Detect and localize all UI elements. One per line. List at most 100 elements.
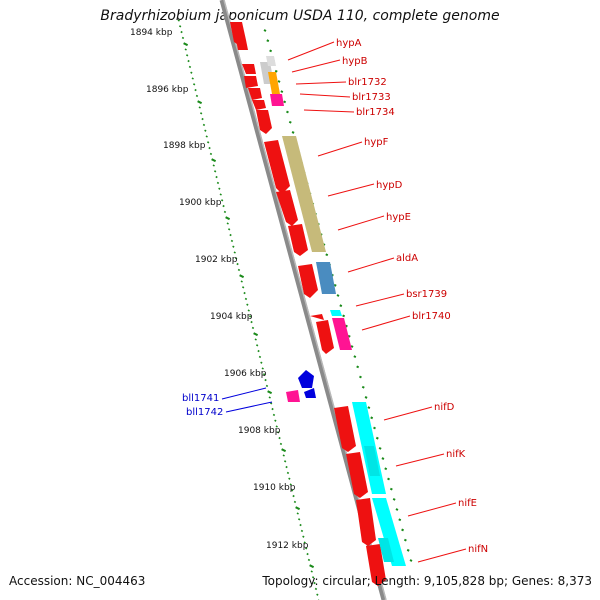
gene-label-hypA: hypA	[336, 38, 362, 49]
tick-mark	[233, 251, 236, 254]
gene-label-bll1742: bll1742	[186, 407, 223, 418]
leader-line	[225, 401, 273, 413]
tick-mark	[261, 367, 264, 370]
gene-label-hypD: hypD	[376, 180, 403, 191]
tick-mark	[206, 141, 210, 144]
tick-mark	[292, 494, 295, 498]
tick-mark	[271, 407, 274, 411]
tick-mark	[185, 54, 189, 57]
leader-line	[417, 548, 467, 563]
track-mark	[274, 69, 278, 73]
tick-mark	[195, 94, 199, 98]
tick-mark	[276, 431, 280, 434]
tick-mark	[181, 36, 185, 40]
gene-label-hypE: hypE	[386, 212, 411, 223]
gene-label-nifE: nifE	[458, 498, 477, 509]
track-mark	[347, 334, 351, 338]
track-mark	[277, 80, 281, 83]
tick-mark	[184, 48, 187, 51]
cds-arrow	[256, 110, 272, 134]
track-mark	[336, 294, 340, 297]
tick-mark	[219, 193, 222, 196]
cds-arrow	[276, 190, 298, 226]
leader-line	[395, 453, 445, 467]
kbp-label: 1904 kbp	[210, 312, 253, 322]
tick-mark	[190, 71, 193, 74]
gene-label-blr1740: blr1740	[412, 311, 451, 322]
track-mark	[291, 131, 295, 134]
gene-label-hypF: hypF	[364, 137, 389, 148]
map-title: Bradyrhizobium japonicum USDA 110, compl…	[100, 8, 500, 24]
tick-mark	[223, 210, 227, 214]
leader-line	[327, 183, 375, 197]
leader-line	[317, 141, 363, 157]
cds-arrow	[316, 320, 334, 354]
tick-mark	[236, 262, 239, 266]
tick-mark	[222, 204, 225, 208]
track-mark	[339, 304, 343, 308]
tick-mark	[300, 529, 304, 533]
tick-mark	[198, 106, 201, 109]
cds-arrow-reverse	[304, 388, 316, 398]
leader-line	[337, 215, 385, 231]
tick-mark	[192, 83, 196, 86]
cds-arrow	[366, 544, 386, 586]
cds-block	[372, 498, 406, 566]
kbp-label: 1894 kbp	[130, 28, 173, 38]
tick-mark	[296, 512, 299, 515]
tick-mark	[180, 30, 183, 34]
cds-block	[378, 538, 394, 562]
tick-mark	[278, 436, 281, 440]
track-mark	[381, 457, 385, 460]
tick-mark	[268, 396, 271, 399]
tick-mark	[311, 576, 315, 579]
track-mark	[359, 375, 362, 379]
cds-block	[270, 94, 284, 106]
tick-mark	[201, 117, 204, 121]
tick-mark	[225, 216, 231, 221]
track-mark	[350, 345, 354, 348]
gene-label-nifK: nifK	[446, 449, 466, 460]
cds-block	[332, 318, 352, 350]
cds-arrow	[356, 498, 376, 546]
tick-mark	[234, 257, 238, 260]
track-mark	[392, 497, 396, 501]
leader-line	[295, 81, 347, 85]
tick-mark	[251, 326, 255, 330]
tick-mark	[244, 297, 248, 301]
label-lines-reverse	[221, 387, 273, 413]
tick-mark	[197, 100, 203, 105]
tick-mark	[286, 471, 290, 475]
tick-mark	[303, 541, 306, 544]
tick-mark	[188, 65, 192, 69]
cds-arrow	[310, 314, 324, 320]
kbp-label: 1906 kbp	[224, 369, 267, 379]
tick-mark	[194, 88, 197, 92]
tick-mark	[283, 460, 287, 463]
tick-mark	[313, 581, 316, 585]
track-mark	[367, 406, 371, 410]
tick-mark	[299, 523, 302, 527]
tick-mark	[220, 199, 224, 202]
tick-mark	[275, 425, 278, 428]
tick-mark	[187, 59, 190, 63]
features	[230, 22, 406, 586]
tick-mark	[281, 448, 287, 453]
track-mark	[384, 467, 388, 471]
track-mark	[389, 487, 393, 491]
tick-mark	[302, 535, 305, 538]
gene-label-blr1734: blr1734	[356, 107, 395, 118]
cds-block	[282, 136, 326, 252]
gene-label-bsr1739: bsr1739	[406, 289, 447, 300]
track-mark	[353, 355, 357, 359]
leader-line	[287, 41, 335, 61]
cds-arrow	[244, 76, 258, 88]
tick-mark	[307, 558, 311, 562]
tick-mark	[272, 413, 276, 417]
gene-label-aldA: aldA	[396, 253, 418, 264]
track-mark	[361, 385, 365, 389]
tick-mark	[239, 274, 245, 279]
track-mark	[401, 528, 405, 532]
tick-mark	[178, 25, 182, 28]
cds-block	[286, 390, 300, 402]
